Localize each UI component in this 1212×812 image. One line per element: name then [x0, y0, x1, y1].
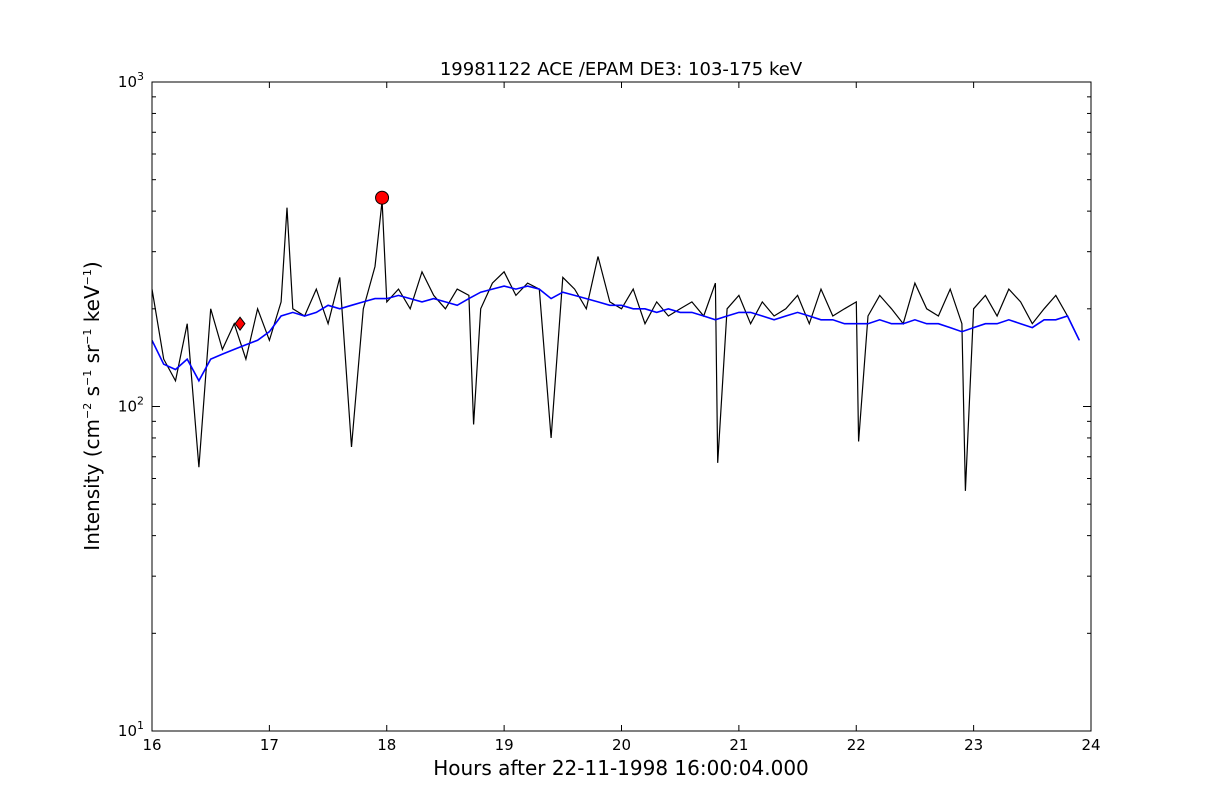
series-line-1 [152, 285, 1081, 383]
x-tick-label: 22 [847, 736, 866, 754]
x-tick-label: 21 [729, 736, 748, 754]
y-tick-label: 103 [118, 70, 144, 91]
x-tick-label: 17 [260, 736, 279, 754]
x-axis-label: Hours after 22-11-1998 16:00:04.000 [433, 756, 809, 780]
series-layer [152, 200, 1081, 491]
marker-circle-1 [375, 190, 390, 205]
marker-layer [234, 190, 390, 331]
x-tick-label: 24 [1081, 736, 1100, 754]
x-tick-label: 20 [612, 736, 631, 754]
x-tick-label: 23 [964, 736, 983, 754]
y-axis-label: Intensity (cm−2 s−1 sr−1 keV−1) [80, 261, 104, 550]
y-tick-label: 101 [118, 719, 144, 740]
x-axis: 16 17 18 19 20 21 22 23 24 [142, 82, 1101, 754]
x-tick-label: 19 [495, 736, 514, 754]
y-tick-label: 102 [118, 395, 144, 416]
x-tick-label: 16 [142, 736, 161, 754]
series-line-0 [152, 200, 1080, 491]
x-tick-label: 18 [377, 736, 396, 754]
plot-frame [151, 81, 1092, 732]
chart-title: 19981122 ACE /EPAM DE3: 103-175 keV [440, 59, 803, 80]
marker-diamond-0 [234, 316, 246, 331]
y-axis: 101 102 103 [118, 70, 1091, 740]
plot-area [151, 81, 1092, 732]
